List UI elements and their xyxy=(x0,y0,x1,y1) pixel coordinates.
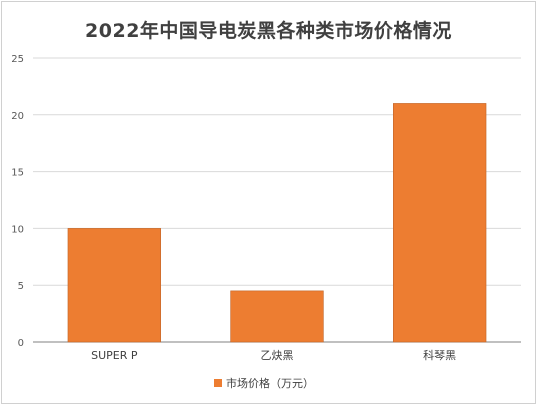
y-tick-label: 15 xyxy=(11,168,24,179)
chart-title: 2022年中国导电炭黑各种类市场价格情况 xyxy=(85,20,452,42)
y-tick-label: 10 xyxy=(11,224,24,235)
bar-2 xyxy=(230,290,324,343)
x-category-label: 乙炔黑 xyxy=(261,349,294,362)
x-category-label: SUPER P xyxy=(91,349,138,362)
bar-1 xyxy=(67,228,161,343)
y-tick-label: 20 xyxy=(11,111,24,122)
y-tick-label: 5 xyxy=(18,281,24,292)
legend-swatch xyxy=(214,379,222,387)
y-tick-label: 0 xyxy=(18,338,24,349)
x-category-label: 科琴黑 xyxy=(423,348,456,362)
y-tick-label: 25 xyxy=(11,54,24,65)
legend-label: 市场价格（万元） xyxy=(226,376,314,390)
bar-3 xyxy=(393,103,487,343)
